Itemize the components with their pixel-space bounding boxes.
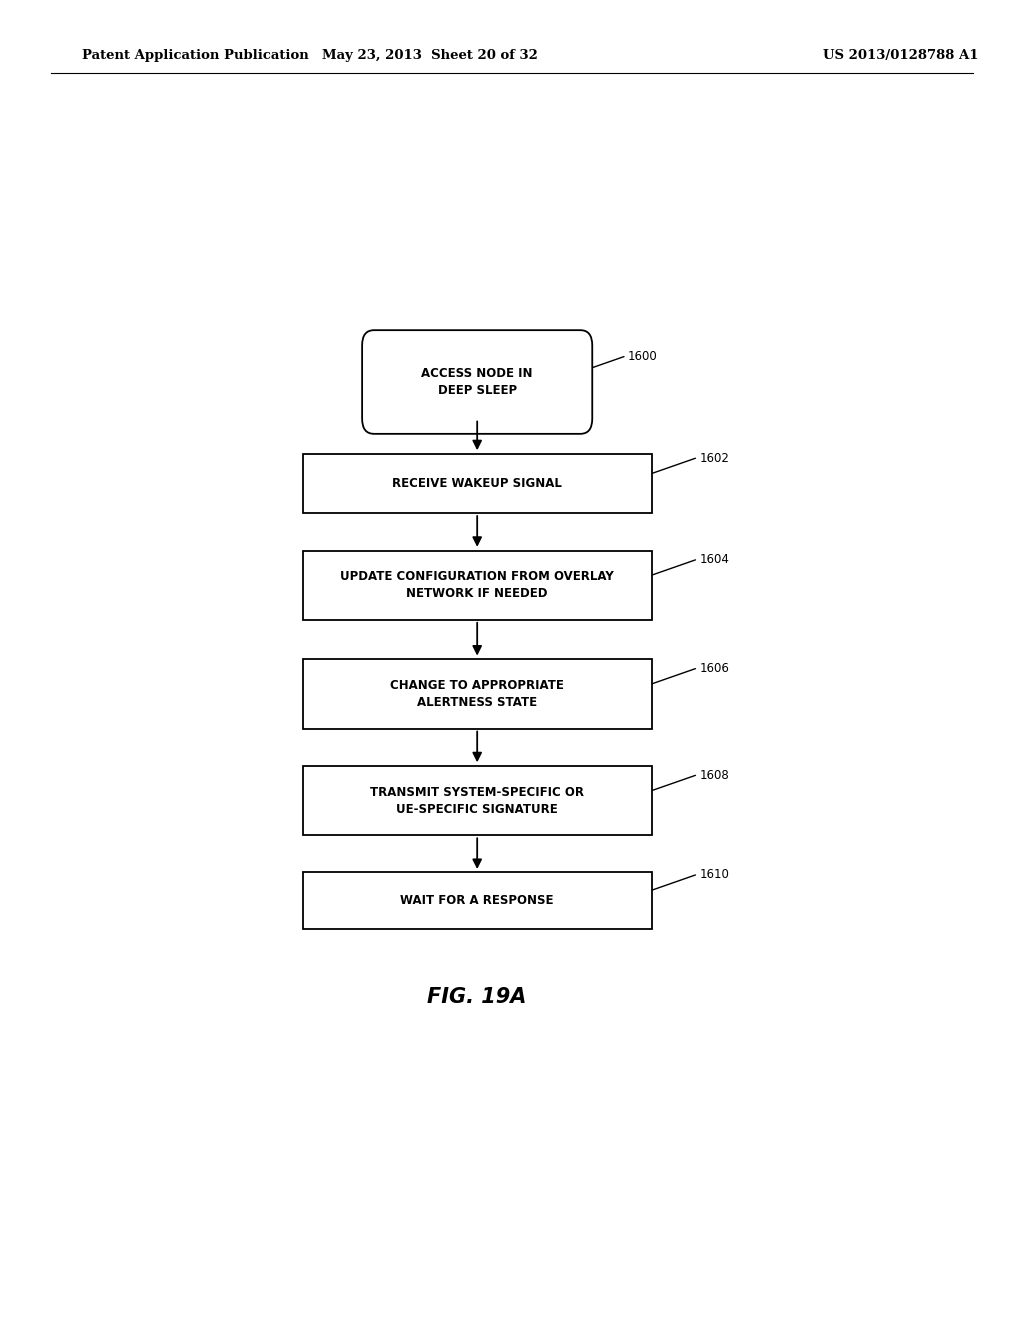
Text: CHANGE TO APPROPRIATE
ALERTNESS STATE: CHANGE TO APPROPRIATE ALERTNESS STATE xyxy=(390,678,564,709)
Text: 1608: 1608 xyxy=(699,768,729,781)
Text: US 2013/0128788 A1: US 2013/0128788 A1 xyxy=(823,49,979,62)
FancyBboxPatch shape xyxy=(303,766,652,836)
Text: 1600: 1600 xyxy=(628,350,657,363)
Text: TRANSMIT SYSTEM-SPECIFIC OR
UE-SPECIFIC SIGNATURE: TRANSMIT SYSTEM-SPECIFIC OR UE-SPECIFIC … xyxy=(371,785,584,816)
FancyBboxPatch shape xyxy=(303,873,652,929)
Text: May 23, 2013  Sheet 20 of 32: May 23, 2013 Sheet 20 of 32 xyxy=(323,49,538,62)
Text: 1610: 1610 xyxy=(699,869,729,882)
Text: 1604: 1604 xyxy=(699,553,729,566)
FancyBboxPatch shape xyxy=(303,660,652,729)
Text: FIG. 19A: FIG. 19A xyxy=(427,987,527,1007)
Text: 1606: 1606 xyxy=(699,663,729,675)
Text: ACCESS NODE IN
DEEP SLEEP: ACCESS NODE IN DEEP SLEEP xyxy=(422,367,532,397)
Text: 1602: 1602 xyxy=(699,451,729,465)
FancyBboxPatch shape xyxy=(303,550,652,620)
FancyBboxPatch shape xyxy=(303,454,652,513)
Text: Patent Application Publication: Patent Application Publication xyxy=(82,49,308,62)
FancyBboxPatch shape xyxy=(362,330,592,434)
Text: UPDATE CONFIGURATION FROM OVERLAY
NETWORK IF NEEDED: UPDATE CONFIGURATION FROM OVERLAY NETWOR… xyxy=(340,570,614,601)
Text: RECEIVE WAKEUP SIGNAL: RECEIVE WAKEUP SIGNAL xyxy=(392,477,562,490)
Text: WAIT FOR A RESPONSE: WAIT FOR A RESPONSE xyxy=(400,894,554,907)
